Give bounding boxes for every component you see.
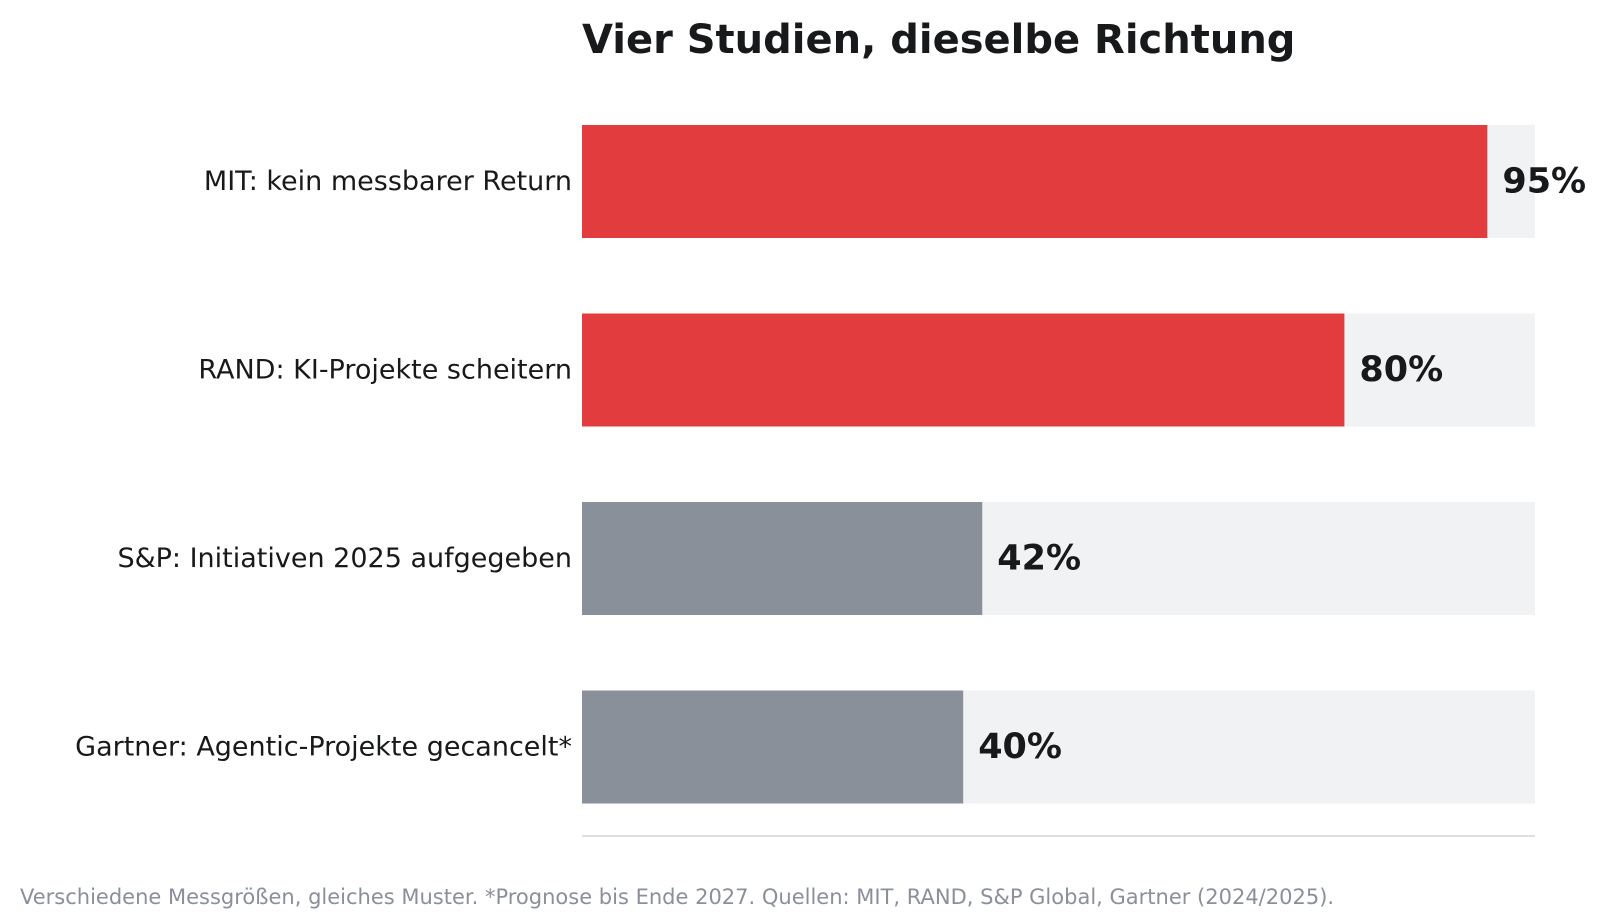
value-label: 40% — [978, 727, 1062, 767]
category-label: Gartner: Agentic-Projekte gecancelt* — [75, 732, 572, 763]
bar — [582, 690, 964, 804]
value-label: 95% — [1502, 162, 1586, 202]
bars-group: MIT: kein messbarer Return 95% RAND: KI-Pr… — [75, 125, 1586, 804]
chart-title: Vier Studien, dieselbe Richtung — [582, 17, 1295, 63]
bar — [582, 313, 1345, 427]
category-label: RAND: KI-Projekte scheitern — [198, 355, 572, 386]
bar — [582, 502, 983, 615]
category-label: MIT: kein messbarer Return — [204, 166, 572, 197]
value-label: 42% — [997, 539, 1081, 579]
bar — [582, 125, 1488, 238]
chart-footnote: Verschiedene Messgrößen, gleiches Muster… — [20, 885, 1334, 909]
category-label: S&P: Initiativen 2025 aufgegeben — [117, 543, 572, 574]
value-label: 80% — [1359, 350, 1443, 390]
